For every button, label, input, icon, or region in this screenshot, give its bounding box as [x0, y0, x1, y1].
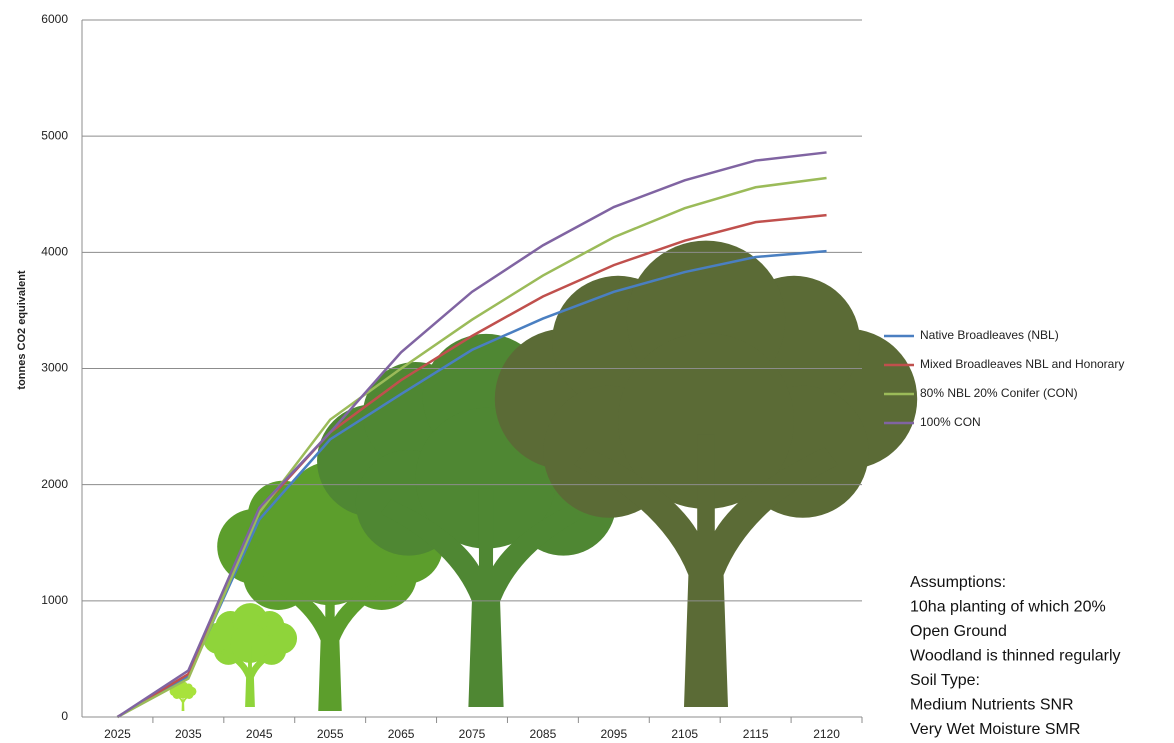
- legend-label: 80% NBL 20% Conifer (CON): [920, 386, 1078, 400]
- tree: [169, 681, 197, 711]
- y-tick-label: 1000: [41, 593, 68, 607]
- tree-trunk: [259, 565, 401, 711]
- y-tick-label: 4000: [41, 245, 68, 259]
- y-tick-label: 5000: [41, 128, 68, 142]
- x-tick-label: 2120: [813, 727, 840, 741]
- tree-illustrations: [169, 240, 918, 711]
- x-tick-label: 2115: [743, 727, 769, 741]
- x-tick-label: 2085: [530, 727, 557, 741]
- assumption-line: Open Ground: [910, 623, 1007, 640]
- x-tick-label: 2045: [246, 727, 273, 741]
- x-tick-label: 2105: [671, 727, 698, 741]
- series-line: [116, 176, 827, 719]
- x-tick-label: 2095: [600, 727, 627, 741]
- tree-trunk: [380, 488, 592, 707]
- assumption-line: Soil Type:: [910, 672, 980, 689]
- y-tick-label: 2000: [41, 477, 68, 491]
- tree-canopy: [618, 333, 794, 509]
- x-tick-label: 2075: [459, 727, 486, 741]
- tree-trunk: [220, 646, 280, 707]
- legend-label: Native Broadleaves (NBL): [920, 328, 1059, 342]
- x-tick-label: 2025: [104, 727, 131, 741]
- assumption-line: Woodland is thinned regularly: [910, 648, 1121, 665]
- tree-canopy: [230, 623, 270, 663]
- y-tick-label: 3000: [41, 361, 68, 375]
- x-tick-label: 2055: [317, 727, 344, 741]
- legend-label: 100% CON: [920, 415, 981, 429]
- x-tick-label: 2035: [175, 727, 202, 741]
- y-axis-label: tonnes CO2 equivalent: [16, 270, 28, 390]
- tree: [494, 240, 918, 707]
- assumption-line: 10ha planting of which 20%: [910, 599, 1106, 616]
- assumption-line: Medium Nutrients SNR: [910, 697, 1074, 714]
- series-line: [116, 249, 827, 719]
- tree-canopy: [177, 687, 189, 699]
- tree-trunk: [174, 693, 192, 711]
- tree-trunk: [574, 434, 838, 707]
- y-tick-label: 6000: [41, 12, 68, 26]
- assumption-line: Assumptions:: [910, 574, 1006, 591]
- assumption-line: Very Wet Moisture SMR: [910, 721, 1080, 738]
- series-line: [116, 151, 827, 719]
- tree-canopy: [283, 511, 377, 606]
- tree: [202, 603, 298, 707]
- x-tick-label: 2065: [388, 727, 415, 741]
- y-tick-label: 0: [61, 709, 68, 723]
- legend-label: Mixed Broadleaves NBL and Honorary: [920, 357, 1124, 371]
